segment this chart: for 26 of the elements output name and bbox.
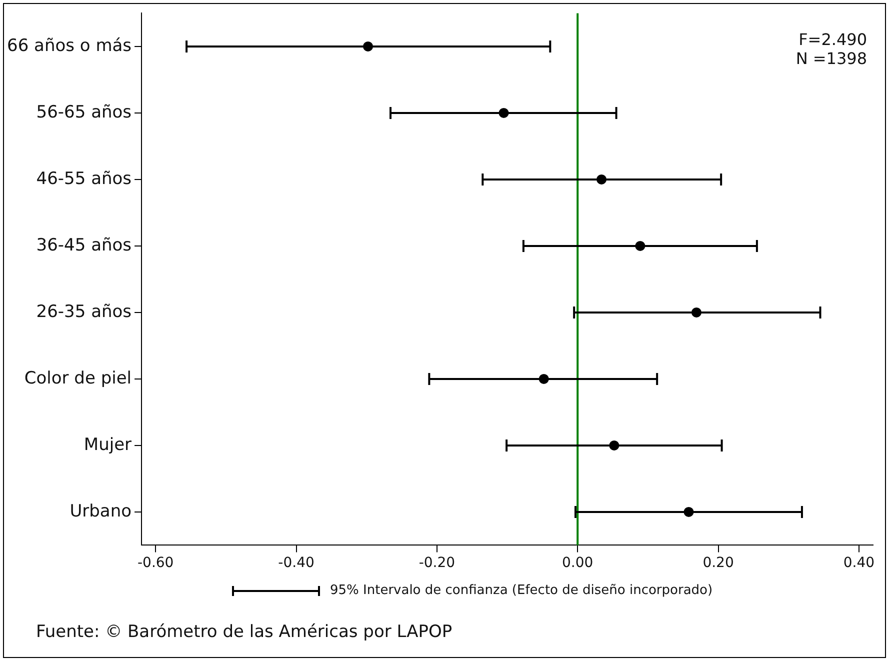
annotation: N =1398 xyxy=(796,49,867,68)
point xyxy=(609,440,620,450)
point xyxy=(635,240,646,251)
y-tick-label: 66 años o más xyxy=(6,36,132,56)
y-tick-label: 56-65 años xyxy=(36,102,132,122)
y-tick-label: 36-45 años xyxy=(36,235,132,256)
point xyxy=(596,174,607,184)
x-tick-label: -0.20 xyxy=(418,555,456,572)
x-tick-label: -0.60 xyxy=(137,555,174,572)
y-tick-label: Urbano xyxy=(70,501,132,522)
y-tick-label: Mujer xyxy=(84,434,132,455)
text: 95% Intervalo de confianza (Efecto de diseño incorporado) xyxy=(330,583,713,598)
point xyxy=(498,108,509,118)
point xyxy=(538,374,549,384)
y-tick-label: Color de piel xyxy=(24,368,132,388)
point xyxy=(363,41,374,52)
x-tick-label: 0.00 xyxy=(562,555,594,572)
annotation: F=2.490 xyxy=(798,30,867,49)
y-tick-label: 46-55 años xyxy=(36,168,132,189)
x-tick-label: -0.40 xyxy=(278,555,314,572)
source-note: Fuente: © Barómetro de las Américas por LAPOP xyxy=(36,622,452,642)
point xyxy=(684,506,694,517)
point xyxy=(691,307,702,318)
x-tick-label: 0.40 xyxy=(843,555,875,572)
x-tick-label: 0.20 xyxy=(702,555,734,572)
y-tick-label: 26-35 años xyxy=(36,302,132,322)
